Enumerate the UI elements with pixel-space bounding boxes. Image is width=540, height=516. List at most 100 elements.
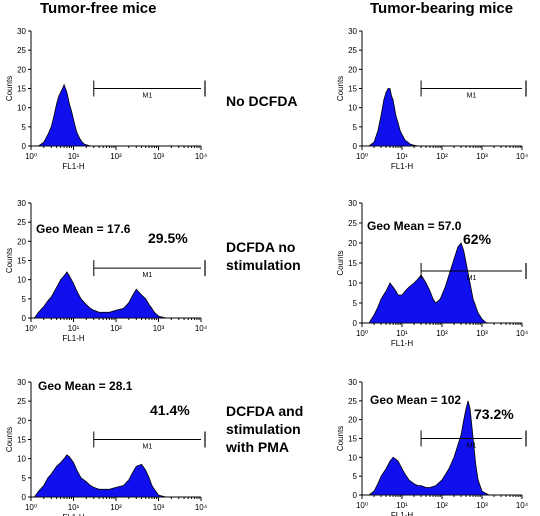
x-tick-label: 10⁰ — [356, 152, 368, 161]
x-tick-label: 10⁰ — [356, 501, 368, 510]
histogram-panel: 0 5 10 15 20 25 30 10⁰ 10¹ 10² 10³ 10⁴ FL1-H Counts M1… — [336, 199, 529, 348]
y-tick-label: 10 — [17, 104, 26, 113]
y-tick-label: 15 — [17, 85, 26, 94]
histogram-panel: 0 5 10 15 20 25 30 10⁰ 10¹ 10² 10³ 10⁴ FL1-H Counts M1… — [5, 378, 208, 516]
y-tick-label: 5 — [353, 472, 358, 481]
percent-label: 41.4% — [150, 402, 190, 418]
y-tick-label: 15 — [348, 85, 357, 94]
histogram-area — [367, 88, 418, 147]
y-tick-label: 5 — [353, 299, 358, 308]
histogram-panel: 0 5 10 15 20 25 30 10⁰ 10¹ 10² 10³ 10⁴ FL1-H Counts M1… — [336, 378, 529, 516]
gate-label: M1 — [467, 275, 477, 282]
x-tick-label: 10³ — [476, 152, 488, 161]
y-tick-label: 5 — [22, 474, 27, 483]
x-tick-label: 10¹ — [396, 501, 408, 510]
y-tick-label: 0 — [22, 493, 27, 502]
x-tick-label: 10¹ — [396, 329, 408, 338]
y-tick-label: 0 — [353, 142, 358, 151]
x-tick-label: 10³ — [476, 501, 488, 510]
y-tick-label: 20 — [348, 65, 357, 74]
gate-label: M1 — [143, 93, 153, 100]
y-tick-label: 0 — [22, 142, 27, 151]
y-tick-label: 30 — [348, 378, 357, 387]
y-axis-label: Counts — [336, 250, 345, 275]
row-label-dcfda-pma: DCFDA and stimulation with PMA — [226, 402, 303, 456]
x-tick-label: 10² — [436, 329, 448, 338]
geo-mean-label: Geo Mean = 102 — [370, 393, 461, 407]
row-label-line: No DCFDA — [226, 93, 298, 109]
percent-label: 29.5% — [148, 230, 188, 246]
y-tick-label: 30 — [348, 27, 357, 36]
gate-label: M1 — [143, 444, 153, 451]
y-tick-label: 25 — [348, 219, 357, 228]
histogram-area — [367, 400, 490, 496]
histogram-panel: 0 5 10 15 20 25 30 10⁰ 10¹ 10² 10³ 10⁴ FL1-H Counts M1 — [5, 27, 208, 171]
percent-label: 62% — [463, 231, 492, 247]
row-label-line: stimulation — [226, 421, 301, 437]
y-tick-label: 20 — [348, 416, 357, 425]
y-tick-label: 10 — [17, 276, 26, 285]
y-axis-label: Counts — [5, 76, 14, 101]
x-tick-label: 10² — [110, 152, 122, 161]
column-title-tumor-bearing: Tumor-bearing mice — [370, 0, 514, 17]
y-tick-label: 30 — [17, 378, 26, 387]
x-tick-label: 10³ — [153, 152, 165, 161]
column-title-tumor-free: Tumor-free mice — [40, 0, 157, 17]
histogram-area — [34, 271, 167, 319]
y-axis-label: Counts — [336, 76, 345, 101]
y-tick-label: 10 — [348, 453, 357, 462]
x-axis-label: FL1-H — [391, 162, 413, 171]
y-tick-label: 15 — [348, 435, 357, 444]
row-label-line: DCFDA and — [226, 403, 304, 419]
x-tick-label: 10² — [436, 501, 448, 510]
geo-mean-label: Geo Mean = 57.0 — [367, 219, 462, 233]
y-tick-label: 25 — [348, 397, 357, 406]
histogram-area — [368, 242, 488, 324]
x-tick-label: 10² — [110, 324, 122, 333]
x-tick-label: 10³ — [153, 503, 165, 512]
x-tick-label: 10⁴ — [516, 329, 529, 338]
y-tick-label: 15 — [17, 436, 26, 445]
x-tick-label: 10⁴ — [195, 324, 208, 333]
histogram-panel: 0 5 10 15 20 25 30 10⁰ 10¹ 10² 10³ 10⁴ FL1-H Counts M1… — [5, 199, 208, 343]
y-tick-label: 10 — [17, 455, 26, 464]
x-axis-label: FL1-H — [62, 334, 84, 343]
y-tick-label: 20 — [17, 237, 26, 246]
y-tick-label: 15 — [17, 257, 26, 266]
x-axis-label: FL1-H — [62, 513, 84, 516]
x-tick-label: 10⁰ — [25, 324, 37, 333]
y-tick-label: 30 — [17, 27, 26, 36]
x-tick-label: 10⁴ — [516, 501, 529, 510]
row-label-line: stimulation — [226, 257, 301, 273]
x-tick-label: 10¹ — [68, 503, 80, 512]
y-axis-label: Counts — [336, 426, 345, 451]
y-tick-label: 10 — [348, 104, 357, 113]
row-label-line: with PMA — [226, 439, 289, 455]
histogram-panel: 0 5 10 15 20 25 30 10⁰ 10¹ 10² 10³ 10⁴ FL1-H Counts M1 — [336, 27, 529, 171]
x-tick-label: 10¹ — [396, 152, 408, 161]
histogram-area — [38, 83, 94, 147]
y-tick-label: 5 — [22, 295, 27, 304]
x-tick-label: 10³ — [153, 324, 165, 333]
percent-label: 73.2% — [474, 406, 514, 422]
row-label-no-dcfda: No DCFDA — [226, 92, 298, 110]
x-axis-label: FL1-H — [391, 511, 413, 516]
y-tick-label: 15 — [348, 259, 357, 268]
gate-label: M1 — [467, 93, 477, 100]
y-tick-label: 30 — [17, 199, 26, 208]
x-axis-label: FL1-H — [391, 339, 413, 348]
y-tick-label: 20 — [17, 416, 26, 425]
x-tick-label: 10⁴ — [195, 503, 208, 512]
y-tick-label: 0 — [353, 319, 358, 328]
y-tick-label: 5 — [353, 123, 358, 132]
gate-label: M1 — [143, 272, 153, 279]
histogram-area — [34, 454, 167, 498]
x-axis-label: FL1-H — [62, 162, 84, 171]
x-tick-label: 10⁴ — [516, 152, 529, 161]
row-label-dcfda-no-stim: DCFDA no stimulation — [226, 238, 301, 274]
y-tick-label: 10 — [348, 279, 357, 288]
y-tick-label: 20 — [17, 65, 26, 74]
x-tick-label: 10² — [110, 503, 122, 512]
